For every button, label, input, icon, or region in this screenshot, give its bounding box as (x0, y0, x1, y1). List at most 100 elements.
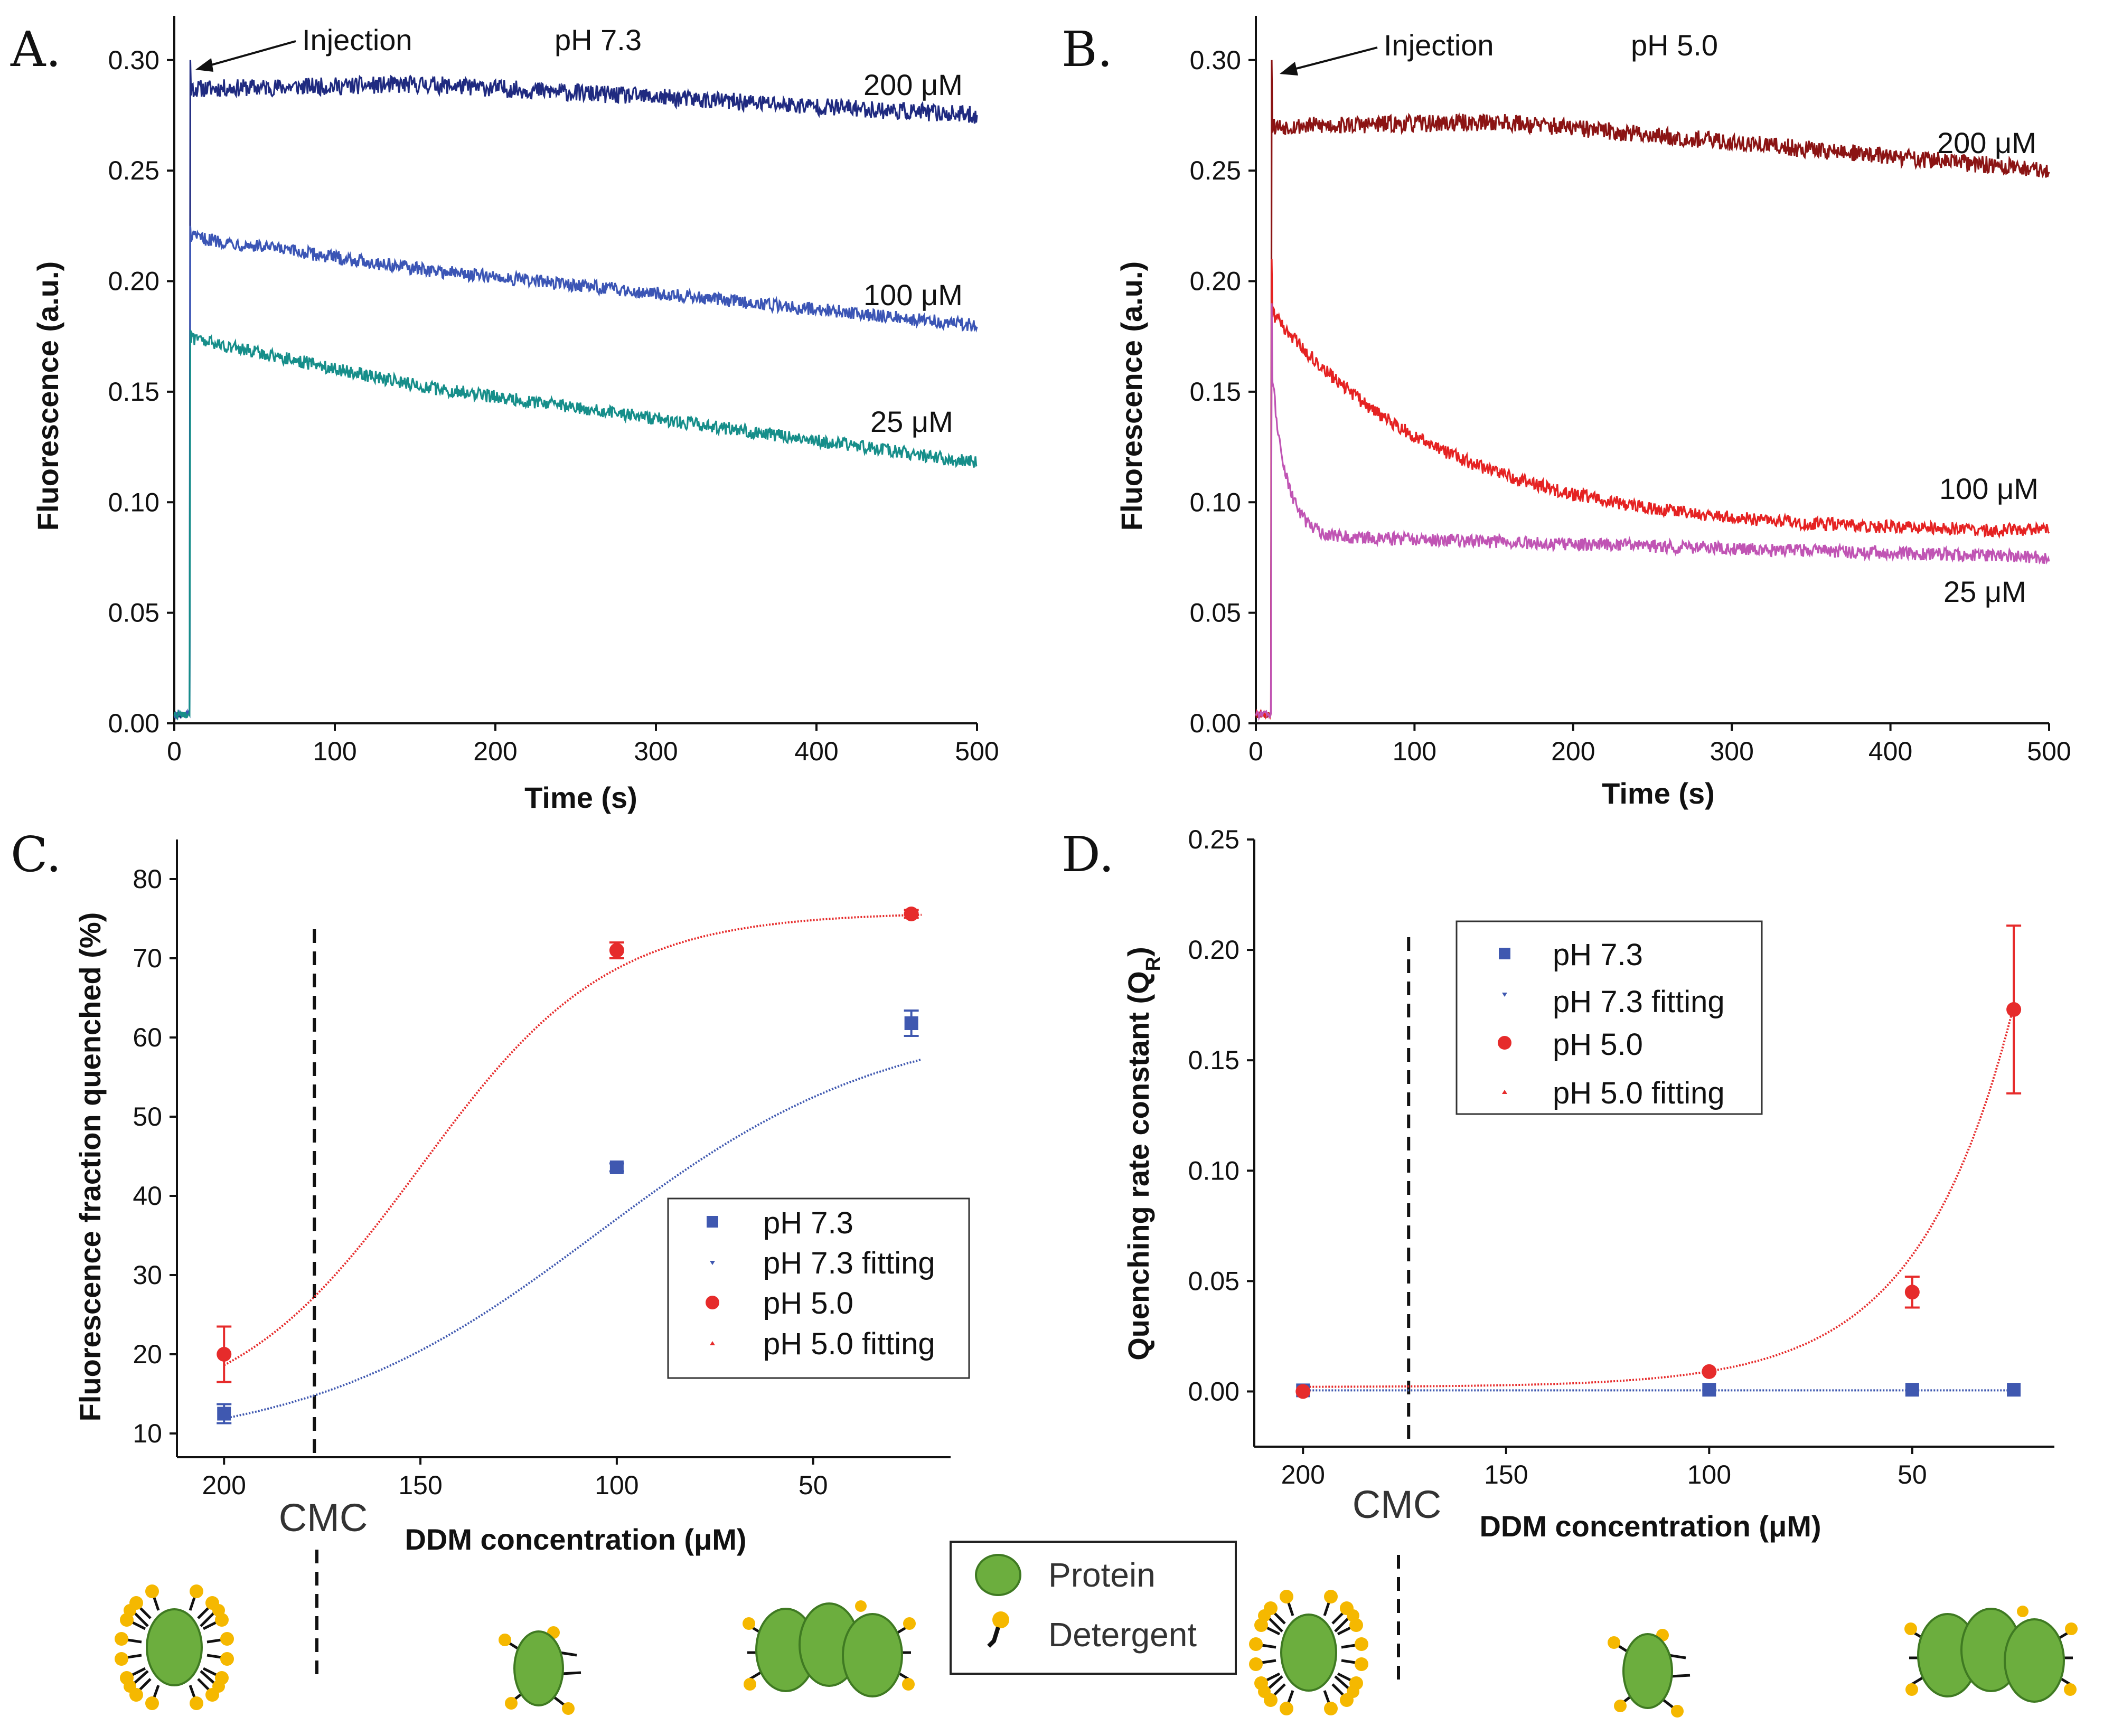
y-tick-label: 0.25 (108, 156, 159, 185)
panel-b-injection-arrowhead (1280, 62, 1298, 76)
panel-a-injection-arrowhead (195, 58, 213, 72)
illustration-legend-detergent: Detergent (1048, 1616, 1197, 1654)
sparse-detergent-illustration-right (1608, 1629, 1690, 1718)
fit-curve-c-1 (223, 913, 922, 1366)
panel-d-legend-marker-ph73-fit (1502, 993, 1507, 997)
panel-d-legend: pH 7.3 pH 7.3 fitting pH 5.0 pH 5.0 fitt… (1455, 920, 1763, 1115)
series-line-b-2 (1255, 303, 2050, 721)
panel-d-legend-ph73-fit: pH 7.3 fitting (1553, 985, 1725, 1019)
panel-a-injection-label: Injection (302, 23, 412, 56)
y-tick-label: 0.00 (108, 709, 159, 738)
x-tick-label: 100 (1687, 1460, 1731, 1489)
x-tick-label: 150 (398, 1470, 442, 1500)
x-tick-label: 0 (1248, 737, 1263, 766)
panel-d-ylabel-end: ) (1122, 947, 1155, 957)
panel-b-condition: pH 5.0 (1631, 29, 1718, 62)
x-tick-label: 200 (202, 1470, 246, 1500)
panel-d-plot-area: 0.00 0.05 0.10 0.15 0.20 0.25 200 150 100 50 (1188, 825, 2054, 1489)
panel-a-injection-arrow (201, 40, 296, 69)
panel-b-injection-arrow (1285, 46, 1378, 72)
panel-d: D. 0.00 0.05 0.10 0.15 0.20 0.25 200 150 100 50 D… (1062, 825, 2054, 1543)
panel-b-label-25: 25 μM (1943, 575, 2026, 608)
data-point-ph50 (1702, 1364, 1717, 1379)
series-line-a-1 (173, 225, 978, 720)
data-point-ph73 (1905, 1383, 1919, 1397)
y-tick-label: 30 (133, 1260, 162, 1290)
micelle-illustration-left (115, 1584, 234, 1710)
aggregate-illustration-left (743, 1600, 916, 1696)
series-line-a-2 (173, 329, 978, 721)
detergent-head-icon (992, 1611, 1009, 1628)
data-point-ph50 (1904, 1285, 1920, 1300)
data-point-ph50 (1295, 1384, 1311, 1399)
data-point-ph50 (904, 907, 919, 921)
y-tick-label: 0.25 (1188, 825, 1239, 854)
panel-a-label-200: 200 μM (863, 68, 963, 101)
panel-b-label-100: 100 μM (1939, 472, 2039, 505)
panel-b-xlabel: Time (s) (1602, 777, 1715, 810)
panel-c-legend-ph50: pH 5.0 (763, 1286, 853, 1320)
y-tick-label: 0.30 (1190, 45, 1241, 75)
y-tick-label: 0.00 (1190, 709, 1241, 738)
micelle-illustration-right (1249, 1590, 1368, 1715)
panel-d-legend-ph50-fit: pH 5.0 fitting (1553, 1076, 1725, 1110)
panel-d-ylabel-main: Quenching rate constant (Q (1122, 971, 1155, 1360)
data-point-ph50 (2006, 1002, 2022, 1017)
series-line-b-0 (1255, 60, 2050, 719)
y-tick-label: 0.15 (1190, 377, 1241, 407)
y-tick-label: 0.30 (108, 45, 159, 75)
panel-d-legend-ph50: pH 5.0 (1553, 1027, 1643, 1062)
panel-c-legend-marker-ph50-fit (710, 1341, 715, 1345)
x-tick-label: 0 (167, 737, 182, 766)
panel-c-legend-ph73: pH 7.3 (763, 1206, 853, 1240)
aggregate-illustration-right (1904, 1606, 2078, 1702)
panel-a-condition: pH 7.3 (555, 23, 642, 56)
panel-d-legend-ph73: pH 7.3 (1553, 938, 1643, 972)
x-tick-label: 200 (1551, 737, 1595, 766)
x-tick-label: 150 (1484, 1460, 1528, 1489)
panel-c: C. 10 20 30 40 50 60 70 80 200 150 100 50 DDM conce… (11, 826, 970, 1556)
y-tick-label: 80 (133, 864, 162, 894)
y-tick-label: 0.00 (1188, 1376, 1239, 1406)
sparse-detergent-illustration-left (499, 1626, 581, 1715)
panel-b-ylabel: Fluorescence (a.u.) (1115, 261, 1148, 531)
panel-b: B. pH 5.0 Injection 0.00 0.05 0.10 0.15 0.20… (1062, 16, 2071, 810)
data-point-ph73 (217, 1407, 231, 1421)
x-tick-label: 500 (955, 737, 999, 766)
y-tick-label: 20 (133, 1339, 162, 1369)
y-tick-label: 0.05 (1188, 1266, 1239, 1296)
panel-b-label-200: 200 μM (1937, 126, 2036, 159)
x-tick-label: 200 (1281, 1460, 1325, 1489)
y-tick-label: 0.05 (108, 598, 159, 628)
panel-c-cmc-label: CMC (279, 1496, 368, 1540)
fit-curve-c-0 (223, 1058, 922, 1420)
fit-curve-d-1 (1303, 1005, 2015, 1388)
x-tick-label: 400 (794, 737, 838, 766)
series-line-a-0 (174, 60, 978, 720)
illustration-legend-protein: Protein (1048, 1556, 1156, 1594)
data-point-ph73 (609, 1161, 624, 1174)
y-tick-label: 0.20 (1190, 267, 1241, 296)
y-tick-label: 0.10 (1190, 487, 1241, 517)
y-tick-label: 0.10 (108, 487, 159, 517)
panel-c-plot-area: 10 20 30 40 50 60 70 80 200 150 100 50 (133, 839, 951, 1500)
panel-b-letter: B. (1062, 21, 1113, 78)
panel-a-ylabel: Fluorescence (a.u.) (31, 261, 64, 531)
y-tick-label: 0.20 (1188, 935, 1239, 965)
panel-d-ylabel-sub: R (1142, 957, 1165, 971)
panel-b-injection-label: Injection (1384, 29, 1494, 62)
y-tick-label: 40 (133, 1181, 162, 1211)
x-tick-label: 300 (1710, 737, 1753, 766)
data-point-ph73 (904, 1016, 918, 1030)
x-tick-label: 400 (1868, 737, 1912, 766)
x-tick-label: 100 (1393, 737, 1436, 766)
panel-a-label-25: 25 μM (870, 405, 953, 438)
panel-c-legend-marker-ph73 (707, 1216, 718, 1228)
panel-d-legend-marker-ph50 (1498, 1036, 1511, 1050)
panel-d-legend-marker-ph50-fit (1502, 1090, 1507, 1094)
x-tick-label: 300 (634, 737, 678, 766)
panel-c-letter: C. (11, 826, 61, 883)
illustration-legend: Protein Detergent (950, 1541, 1237, 1675)
y-tick-label: 60 (133, 1023, 162, 1052)
y-tick-label: 0.15 (108, 377, 159, 407)
